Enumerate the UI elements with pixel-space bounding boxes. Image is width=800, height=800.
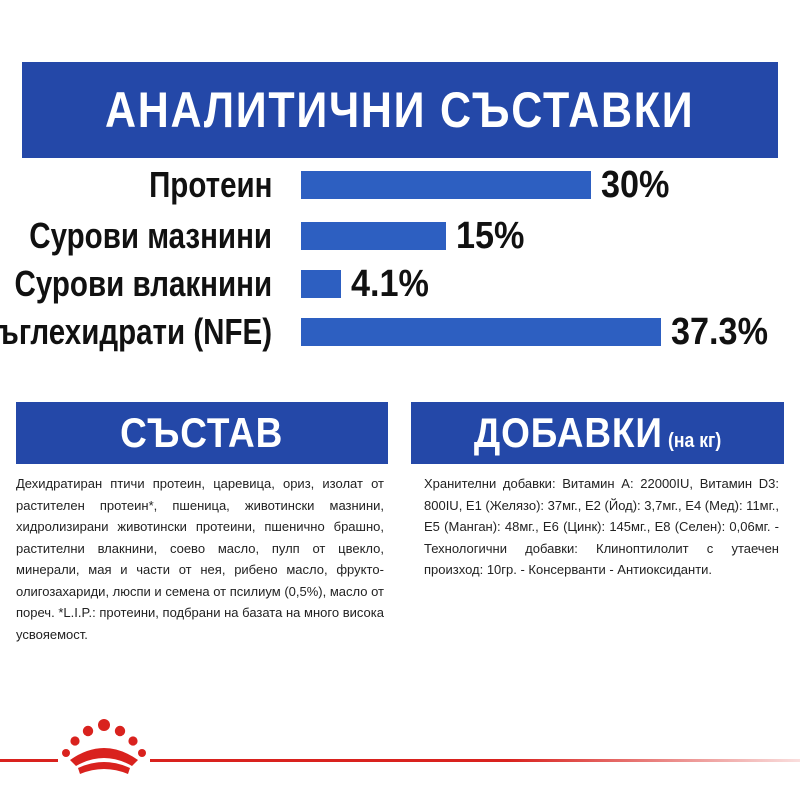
nutrient-bar [301, 270, 341, 298]
composition-title: СЪСТАВ [120, 409, 284, 456]
analytical-constituents-title: АНАЛИТИЧНИ СЪСТАВКИ [105, 82, 695, 138]
additives-header: ДОБАВКИ (на кг) [411, 402, 784, 464]
nutrient-row-crude-fibre: Сурови влакнини 4.1% [0, 259, 800, 309]
nutrient-bar [301, 171, 591, 199]
nutrient-value-label: 4.1% [350, 263, 429, 305]
nutrient-bar [301, 222, 446, 250]
nutrient-value-label: 37.3% [670, 311, 768, 353]
composition-text: Дехидратиран птичи протеин, царевица, ор… [16, 476, 384, 642]
footer-red-line [150, 759, 800, 762]
nutrient-bar [301, 318, 661, 346]
royal-canin-crown-icon [62, 719, 146, 774]
additives-title: ДОБАВКИ (на кг) [474, 409, 721, 457]
nutrient-label: Сурови мазнини [29, 215, 272, 256]
additives-title-suffix: (на кг) [668, 430, 722, 452]
nutrient-label: Въглехидрати (NFE) [0, 311, 272, 352]
nutrient-value-label: 30% [600, 164, 669, 206]
nutrient-row-crude-fat: Сурови мазнини 15% [0, 211, 800, 261]
footer-red-line-left [0, 759, 58, 762]
composition-header: СЪСТАВ [16, 402, 388, 464]
nutrient-label: Протеин [148, 164, 272, 205]
nutrient-label: Сурови влакнини [14, 263, 272, 304]
nutrient-value-label: 15% [455, 215, 525, 257]
analytical-constituents-banner: АНАЛИТИЧНИ СЪСТАВКИ [22, 62, 778, 158]
additives-text: Хранителни добавки: Витамин А: 22000IU, … [424, 476, 779, 577]
nutrient-row-protein: Протеин 30% [0, 160, 800, 210]
nutrient-row-carbohydrates: Въглехидрати (NFE) 37.3% [0, 307, 800, 357]
additives-title-main: ДОБАВКИ [473, 409, 663, 456]
